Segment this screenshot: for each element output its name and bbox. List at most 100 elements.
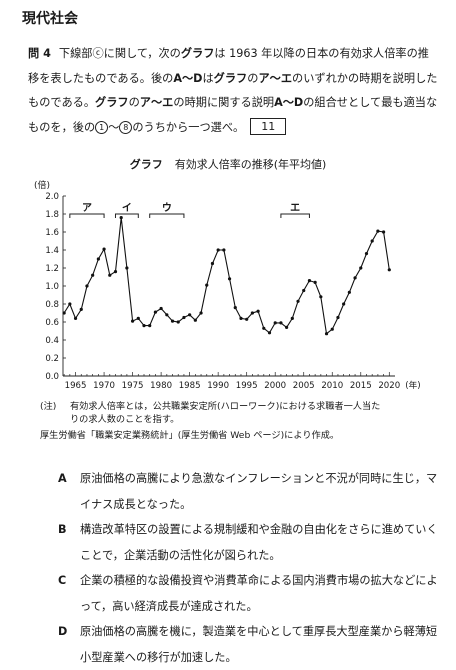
data-point bbox=[330, 327, 334, 331]
data-point bbox=[113, 270, 118, 274]
data-point bbox=[119, 216, 123, 220]
y-tick-label: 1.0 bbox=[45, 282, 59, 292]
data-point bbox=[262, 326, 266, 330]
data-point bbox=[347, 290, 351, 294]
data-point bbox=[102, 247, 106, 251]
data-point bbox=[296, 299, 300, 303]
data-point bbox=[165, 313, 169, 317]
choice-key: B bbox=[58, 523, 67, 536]
chart-title-text: 有効求人倍率の推移(年平均値) bbox=[174, 158, 327, 171]
period-bracket bbox=[69, 213, 105, 218]
choice-text: 原油価格の高騰を機に，製造業を中心として重厚長大型産業から軽薄短小型産業への移行… bbox=[80, 625, 438, 664]
subject-header: 現代社会 bbox=[22, 11, 78, 27]
choice-range-ref: A～D bbox=[173, 71, 203, 85]
data-point bbox=[176, 320, 180, 324]
x-tick-label: 2020 bbox=[378, 381, 400, 391]
chart-title: グラフ 有効求人倍率の推移(年平均値) bbox=[0, 156, 456, 172]
series-line bbox=[63, 217, 390, 335]
chart-note: (注) 有効求人倍率とは，公共職業安定所(ハローワーク)における求職者一人当たり… bbox=[40, 400, 440, 426]
choice-text: 構造改革特区の設置による規制緩和や金融の自由化をさらに進めていくことで，企業活動… bbox=[80, 523, 438, 562]
y-tick-label: 1.6 bbox=[45, 228, 59, 238]
y-axis-title: (倍) bbox=[34, 179, 50, 191]
choice-a: A 原油価格の高騰により急激なインフレーションと不況が同時に生じ，マイナス成長と… bbox=[58, 466, 442, 517]
data-point bbox=[267, 331, 272, 335]
x-tick-label: 1995 bbox=[236, 381, 258, 391]
data-point bbox=[136, 316, 140, 320]
data-point bbox=[170, 319, 175, 323]
period-range-ref: ア～エ bbox=[139, 96, 174, 109]
data-point bbox=[210, 261, 215, 266]
y-tick-label: 0.2 bbox=[45, 354, 59, 364]
data-point bbox=[245, 317, 249, 321]
data-point bbox=[302, 288, 306, 293]
data-point bbox=[239, 316, 243, 320]
question-text: の組合せとして最も適当なものを，後の bbox=[28, 96, 438, 134]
data-point bbox=[273, 321, 277, 325]
x-tick-label: 1975 bbox=[122, 381, 144, 391]
y-tick-label: 0.6 bbox=[45, 318, 59, 328]
x-tick-label: 2000 bbox=[264, 381, 286, 391]
data-point bbox=[233, 306, 237, 310]
note-label: (注) bbox=[40, 401, 57, 412]
circled-number-end: 8 bbox=[119, 120, 133, 134]
data-point bbox=[68, 302, 72, 306]
choice-range-ref: A～D bbox=[274, 96, 304, 109]
data-point bbox=[319, 295, 323, 299]
answer-number-box: 11 bbox=[250, 117, 287, 135]
period-label: イ bbox=[122, 202, 132, 214]
data-point bbox=[359, 266, 363, 270]
data-point bbox=[376, 229, 380, 233]
choice-c: C 企業の積極的な設備投資や消費革命による国内消費市場の拡大などによって，高い経… bbox=[58, 568, 442, 619]
question-text: の時期に関する説明 bbox=[173, 96, 275, 109]
question-number: 問 4 bbox=[28, 47, 51, 60]
choice-key: C bbox=[58, 574, 67, 587]
graph-ref: グラフ bbox=[213, 71, 248, 85]
question-text: のうちから一つ選べ。 bbox=[132, 120, 245, 134]
circled-number-start: 1 bbox=[95, 120, 109, 134]
data-point bbox=[108, 273, 112, 277]
x-tick-label: 2005 bbox=[293, 381, 315, 391]
data-point bbox=[85, 284, 89, 288]
period-label: ウ bbox=[162, 202, 172, 214]
data-point bbox=[290, 316, 294, 320]
data-point bbox=[279, 321, 283, 325]
note-text: 有効求人倍率とは，公共職業安定所(ハローワーク)における求職者一人当た りの求人数… bbox=[70, 400, 380, 426]
data-point bbox=[250, 311, 254, 315]
x-tick-label: 2010 bbox=[321, 381, 343, 391]
choice-key: D bbox=[58, 625, 68, 638]
data-point bbox=[381, 230, 386, 234]
data-point bbox=[313, 280, 317, 284]
data-point bbox=[222, 248, 226, 252]
question-text: の bbox=[128, 96, 140, 109]
data-point bbox=[285, 325, 289, 329]
question-text: ～ bbox=[108, 120, 120, 134]
y-tick-label: 0.4 bbox=[45, 336, 59, 346]
period-range-ref: ア～エ bbox=[258, 71, 293, 85]
graph-ref: グラフ bbox=[180, 47, 215, 60]
data-point bbox=[364, 252, 369, 256]
job-openings-ratio-chart: (倍) 0.0 0.2 0.4 0.6 0.8 1.0 1.2 1.4 1.6 1.8 2.0 1965… bbox=[34, 179, 421, 391]
data-point bbox=[62, 311, 66, 315]
data-point bbox=[159, 306, 163, 311]
y-tick-label: 2.0 bbox=[45, 192, 59, 202]
choice-key: A bbox=[58, 472, 67, 485]
choice-b: B 構造改革特区の設置による規制緩和や金融の自由化をさらに進めていくことで，企業… bbox=[58, 517, 442, 568]
chart-title-label: グラフ bbox=[129, 158, 163, 171]
data-point bbox=[79, 307, 83, 311]
data-point bbox=[336, 315, 340, 320]
data-point bbox=[73, 316, 78, 320]
question-block: 問 4 下線部ⓒに関して，次のグラフは 1963 年以降の日本の有効求人倍率の推移… bbox=[28, 42, 438, 140]
period-label: ア bbox=[82, 202, 92, 214]
source-line: 厚生労働省「職業安定業務統計」(厚生労働省 Web ページ)により作成。 bbox=[40, 430, 340, 441]
question-text: のいずれかの時期を説明したものである。 bbox=[28, 71, 438, 110]
x-tick-label: 1970 bbox=[93, 381, 115, 391]
data-point bbox=[387, 268, 391, 272]
data-point bbox=[130, 319, 135, 323]
period-bracket bbox=[280, 213, 310, 218]
question-text: は 1963 年以降の日本の有効求人倍率の推移を表したものである。後の bbox=[28, 47, 429, 85]
data-point bbox=[370, 239, 374, 243]
x-tick-label: 1980 bbox=[150, 381, 172, 391]
data-point bbox=[256, 309, 260, 313]
note-line-2: りの求人数のことを指す。 bbox=[70, 414, 180, 425]
